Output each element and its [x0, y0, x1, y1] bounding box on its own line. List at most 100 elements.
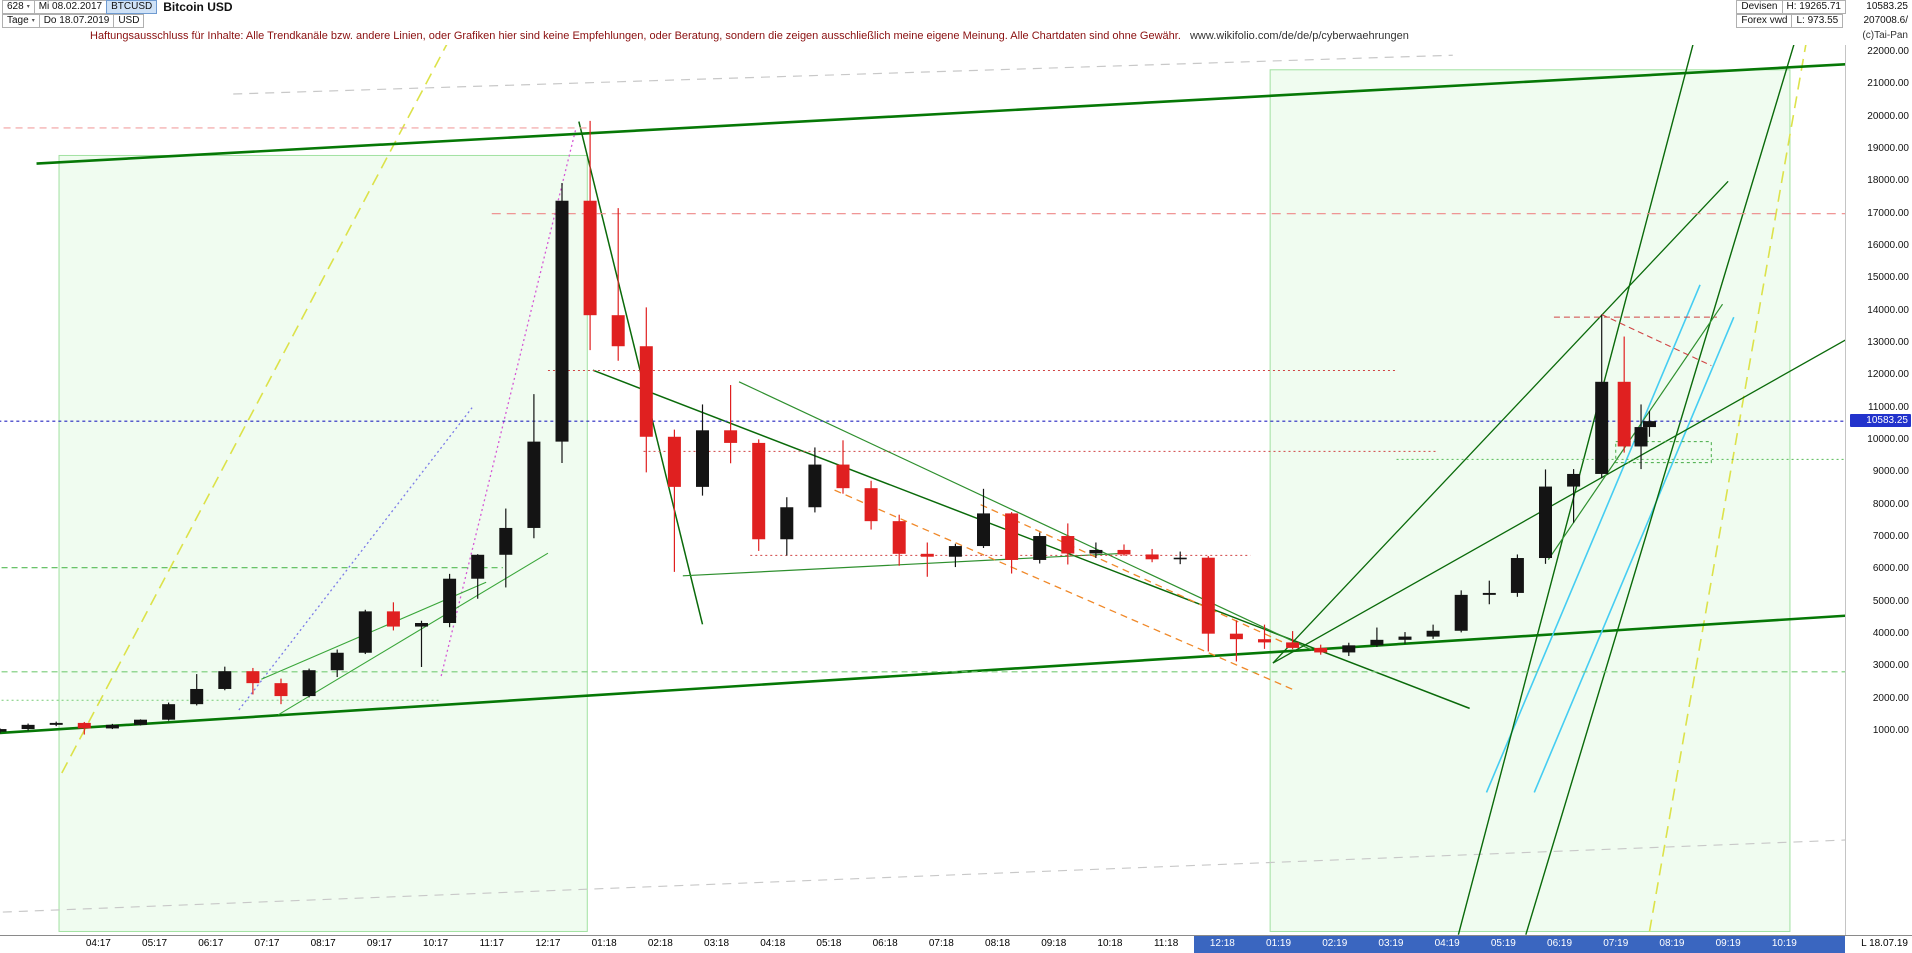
chevron-down-icon: ▾ [26, 4, 30, 10]
candle-body [1314, 647, 1328, 653]
candle-body [696, 430, 709, 487]
candle-body [1145, 554, 1159, 560]
price-tick-label: 7000.00 [1872, 531, 1909, 542]
axis-separator [1845, 45, 1846, 935]
chart-number-select[interactable]: 628 ▾ [2, 0, 35, 14]
timeframe-select[interactable]: Tage ▾ [2, 14, 40, 28]
candle-body [527, 441, 541, 528]
candle-body [1117, 549, 1131, 555]
currency-label: USD [113, 14, 145, 28]
header-right-group: Devisen H: 19265.71 Forex vwd L: 973.55 [1736, 0, 1846, 28]
month-tick-label: 07:17 [254, 938, 280, 949]
end-date-label: Do 18.07.2019 [38, 14, 115, 28]
trend-line [238, 407, 473, 711]
candle-body [948, 546, 962, 557]
trend-line [0, 614, 1845, 735]
candle-body [1342, 645, 1356, 653]
candle-body [0, 729, 7, 732]
month-tick-label: 08:18 [985, 938, 1011, 949]
price-tick-label: 19000.00 [1867, 143, 1909, 154]
trend-line [1601, 314, 1712, 367]
candlestick-chart[interactable] [0, 45, 1845, 935]
month-tick-label: 05:17 [142, 938, 168, 949]
trend-line [36, 63, 1845, 165]
instrument-title: Bitcoin USD [163, 0, 233, 14]
month-tick-label: 05:18 [816, 938, 842, 949]
month-tick-label: 04:17 [85, 938, 111, 949]
selected-range-highlight [1194, 936, 1845, 953]
candle-body [1482, 592, 1496, 595]
month-tick-label: 06:17 [198, 938, 224, 949]
candle-body [471, 554, 485, 579]
month-tick-label: 09:18 [1041, 938, 1067, 949]
candle-body [1173, 557, 1187, 560]
candle-body [892, 521, 906, 554]
candle-body [1033, 536, 1047, 560]
candle-body [162, 704, 176, 720]
candle-body [1089, 549, 1103, 554]
month-tick-label: 04:18 [760, 938, 786, 949]
candle-body [499, 527, 513, 555]
candle-body [1061, 536, 1075, 554]
candle-body [274, 683, 288, 697]
month-tick-label: 06:19 [1547, 938, 1573, 949]
candle-body [1642, 421, 1656, 428]
price-tick-label: 18000.00 [1867, 175, 1909, 187]
candle-body [1454, 594, 1468, 631]
month-tick-label: 02:19 [1322, 938, 1348, 949]
category-label: Devisen [1736, 0, 1783, 14]
price-tick-label: 3000.00 [1872, 660, 1909, 672]
timeframe-label: Tage [7, 15, 29, 26]
time-axis[interactable]: 04:17 05:17 06:17 07:17 08:17 09:17 10:17 11:17… [0, 935, 1912, 953]
candle-body [1634, 427, 1648, 447]
month-tick-label: 05:19 [1490, 938, 1516, 949]
trend-line [834, 489, 1296, 692]
price-tick-label: 4000.00 [1872, 628, 1909, 639]
month-tick-label: 11:17 [479, 938, 504, 949]
trend-line [1272, 339, 1845, 664]
chart-area[interactable] [0, 45, 1845, 935]
trend-line [1485, 284, 1701, 793]
month-tick-label: 12:18 [1209, 938, 1235, 949]
overlay-box [1615, 441, 1712, 464]
month-tick-label: 07:18 [928, 938, 954, 949]
candle-body [667, 436, 681, 487]
candle-body [21, 724, 35, 730]
month-tick-label: 02:18 [647, 938, 673, 949]
candle-body [105, 724, 119, 729]
symbol-badge[interactable]: BTCUSD [106, 0, 158, 14]
disclaimer-url[interactable]: www.wikifolio.com/de/de/p/cyberwaehrunge… [1189, 30, 1409, 42]
candle-body [246, 671, 260, 684]
candle-body [443, 578, 457, 624]
candle-body [1426, 630, 1440, 637]
price-axis[interactable]: 22000.00 21000.00 20000.00 19000.00 18000.00… [1846, 45, 1912, 935]
candle-body [1398, 636, 1412, 640]
current-price-tag: 10583.25 [1850, 414, 1911, 428]
month-tick-label: 08:19 [1659, 938, 1685, 949]
month-tick-label: 07:19 [1603, 938, 1629, 949]
price-tick-label: 9000.00 [1872, 466, 1909, 478]
volume-value: 207008.6/ [1863, 15, 1909, 26]
month-tick-label: 10:19 [1771, 938, 1797, 949]
trend-line [61, 45, 448, 774]
candle-body [1258, 639, 1271, 643]
candle-body [1510, 558, 1524, 593]
price-tick-label: 16000.00 [1867, 240, 1909, 251]
candle-body [358, 611, 372, 653]
price-tick-label: 8000.00 [1872, 498, 1909, 510]
candle-body [1539, 486, 1552, 559]
candle-body [639, 346, 653, 437]
trend-line [277, 552, 549, 716]
month-tick-label: 03:18 [704, 938, 730, 949]
candle-body [1229, 633, 1243, 640]
month-tick-label: 11:18 [1153, 938, 1179, 949]
header-bar: 628 ▾ Mi 08.02.2017 BTCUSD Bitcoin USD T… [0, 0, 1912, 28]
month-tick-label: 12:17 [535, 938, 561, 949]
price-tick-label: 20000.00 [1867, 110, 1909, 122]
trend-line [1533, 316, 1735, 793]
candle-body [752, 442, 766, 540]
price-tick-label: 11000.00 [1868, 401, 1909, 413]
candle-body [302, 670, 316, 697]
candle-body [415, 623, 428, 627]
candle-body [1567, 473, 1581, 487]
